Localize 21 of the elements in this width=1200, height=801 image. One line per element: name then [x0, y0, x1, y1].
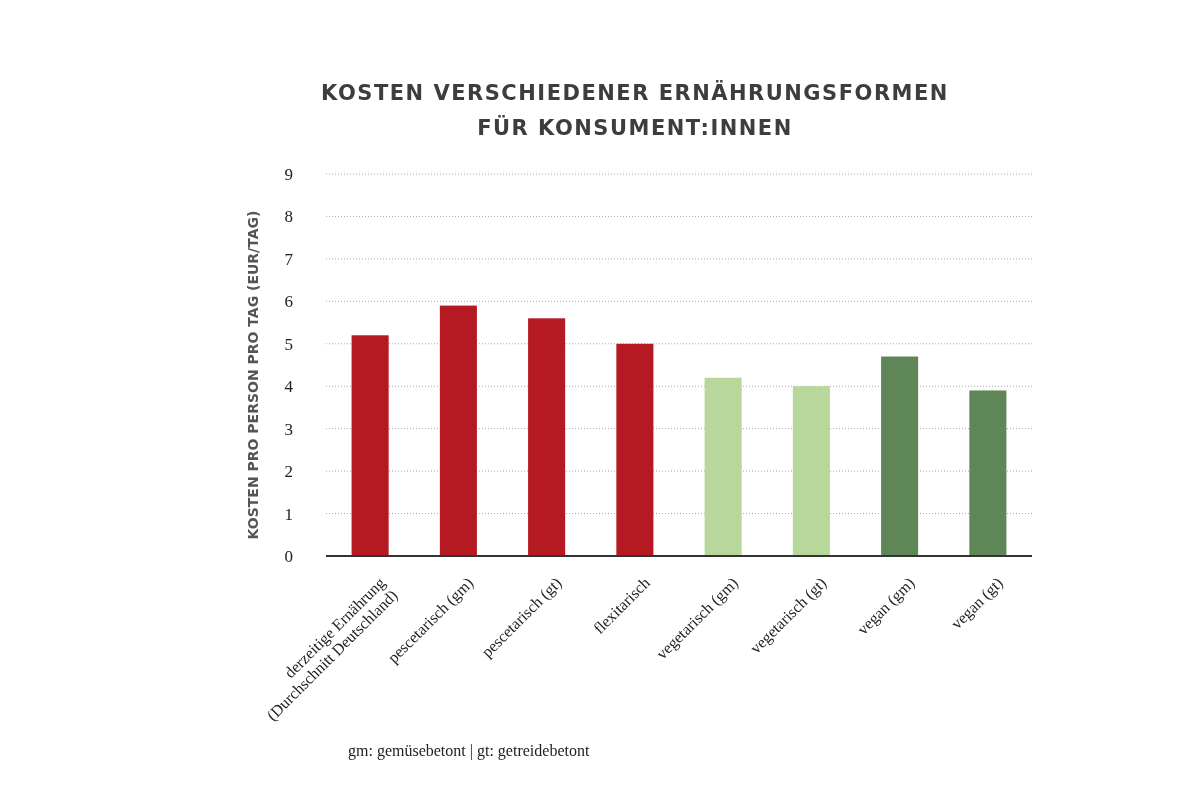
bar [881, 356, 919, 556]
chart-title: KOSTEN VERSCHIEDENER ERNÄHRUNGSFORMEN FÜR KONSUMENT:INNEN [321, 80, 949, 140]
y-tick-label: 5 [284, 334, 293, 354]
bar [439, 305, 477, 556]
bar [792, 386, 830, 556]
y-tick-label: 0 [284, 546, 293, 566]
y-axis-title: KOSTEN PRO PERSON PRO TAG (EUR/TAG) [245, 210, 261, 540]
bar [351, 335, 389, 556]
bar [704, 377, 742, 556]
y-tick-label: 9 [284, 164, 293, 184]
bar [528, 318, 566, 556]
y-tick-label: 8 [284, 207, 293, 227]
text: gm: gemüsebetont | gt: getreidebetont [348, 742, 590, 760]
y-tick-label: 2 [284, 462, 293, 482]
y-tick-label: 1 [284, 504, 293, 524]
y-tick-label: 4 [284, 377, 294, 397]
y-tick-label: 7 [284, 249, 294, 269]
y-tick-label: 3 [284, 419, 293, 439]
bar [616, 343, 654, 556]
y-tick-label: 6 [284, 292, 293, 312]
bar [969, 390, 1007, 556]
